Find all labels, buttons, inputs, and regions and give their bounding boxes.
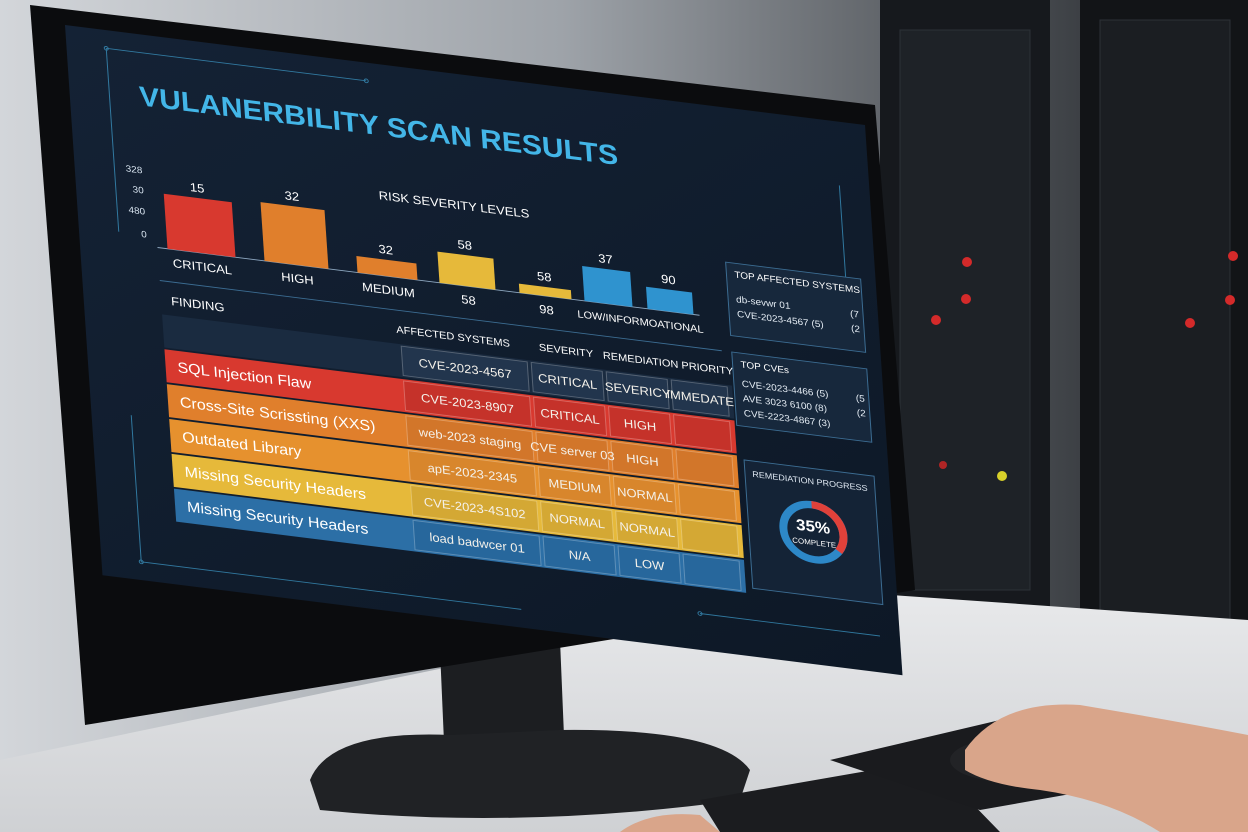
bar-label: 37 bbox=[598, 252, 613, 267]
bar-label: 58 bbox=[537, 269, 552, 284]
bar bbox=[356, 255, 418, 280]
list-count: (2 bbox=[851, 324, 861, 336]
axis-label: 328 bbox=[125, 164, 142, 177]
table-cell bbox=[608, 406, 673, 445]
progress-panel: REMEDIATION PROGRESS 35% COMPLETE bbox=[743, 459, 884, 606]
table-cell bbox=[407, 450, 537, 497]
panel bbox=[743, 459, 884, 606]
progress-label: 35% bbox=[796, 516, 832, 537]
bar-label: 32 bbox=[378, 242, 393, 257]
table-cell bbox=[680, 518, 740, 557]
bar bbox=[646, 286, 694, 315]
table-cell bbox=[540, 501, 615, 541]
bar bbox=[518, 283, 572, 300]
table-cell bbox=[410, 485, 540, 532]
table-cell bbox=[542, 536, 617, 576]
table-cell bbox=[405, 415, 535, 462]
table-cell bbox=[535, 431, 610, 471]
cell-text: LOW bbox=[634, 556, 665, 573]
table-cell bbox=[412, 519, 542, 566]
list-count: (7 bbox=[850, 309, 860, 321]
table-cell bbox=[670, 379, 730, 417]
circuit-lines bbox=[103, 46, 881, 637]
table-cell bbox=[403, 380, 533, 427]
category-label: 98 bbox=[539, 302, 554, 317]
table-cell bbox=[617, 545, 682, 584]
table-cell bbox=[533, 396, 608, 436]
table-cell bbox=[612, 475, 677, 514]
table-rule bbox=[159, 280, 722, 352]
cell-text: HIGH bbox=[626, 452, 659, 469]
axis-label: 0 bbox=[141, 229, 147, 240]
table-cell bbox=[605, 371, 670, 410]
cell-text: N/A bbox=[568, 548, 591, 564]
axis-label: 30 bbox=[132, 185, 144, 197]
panel bbox=[725, 261, 867, 353]
table-cell bbox=[682, 553, 742, 591]
table-cell bbox=[610, 440, 675, 479]
bar bbox=[260, 202, 329, 269]
top-systems-panel: TOP AFFECTED SYSTEMS db-sevwr 01(7CVE-20… bbox=[725, 261, 867, 353]
progress-arc bbox=[811, 501, 848, 554]
hand bbox=[620, 704, 1248, 832]
table-cell bbox=[530, 361, 605, 402]
screen: VULANERBILITY SCAN RESULTS RISK SEVERITY… bbox=[65, 25, 903, 676]
bar-label: 58 bbox=[457, 238, 472, 253]
table-cell bbox=[677, 483, 737, 522]
table-cell bbox=[673, 414, 733, 452]
bar-label: 90 bbox=[661, 272, 676, 287]
bar bbox=[437, 251, 496, 290]
table-cell bbox=[400, 345, 530, 392]
category-label: HIGH bbox=[281, 270, 314, 287]
table-cell bbox=[615, 510, 680, 549]
bar-label: 15 bbox=[189, 181, 204, 196]
table-cell bbox=[537, 466, 612, 506]
bar bbox=[582, 266, 633, 307]
server-racks bbox=[880, 0, 1248, 680]
axis-labels: 328 30 480 0 bbox=[125, 164, 147, 241]
bar-label: 32 bbox=[284, 189, 299, 204]
panel bbox=[731, 351, 873, 443]
list-count: (5 bbox=[856, 393, 866, 405]
bar bbox=[163, 193, 236, 258]
cell-text: HIGH bbox=[623, 417, 656, 434]
table-cell bbox=[675, 449, 735, 487]
list-count: (2 bbox=[857, 408, 867, 420]
axis-label: 480 bbox=[128, 205, 145, 218]
monitor-stand bbox=[310, 640, 750, 818]
category-label: 58 bbox=[461, 293, 476, 308]
